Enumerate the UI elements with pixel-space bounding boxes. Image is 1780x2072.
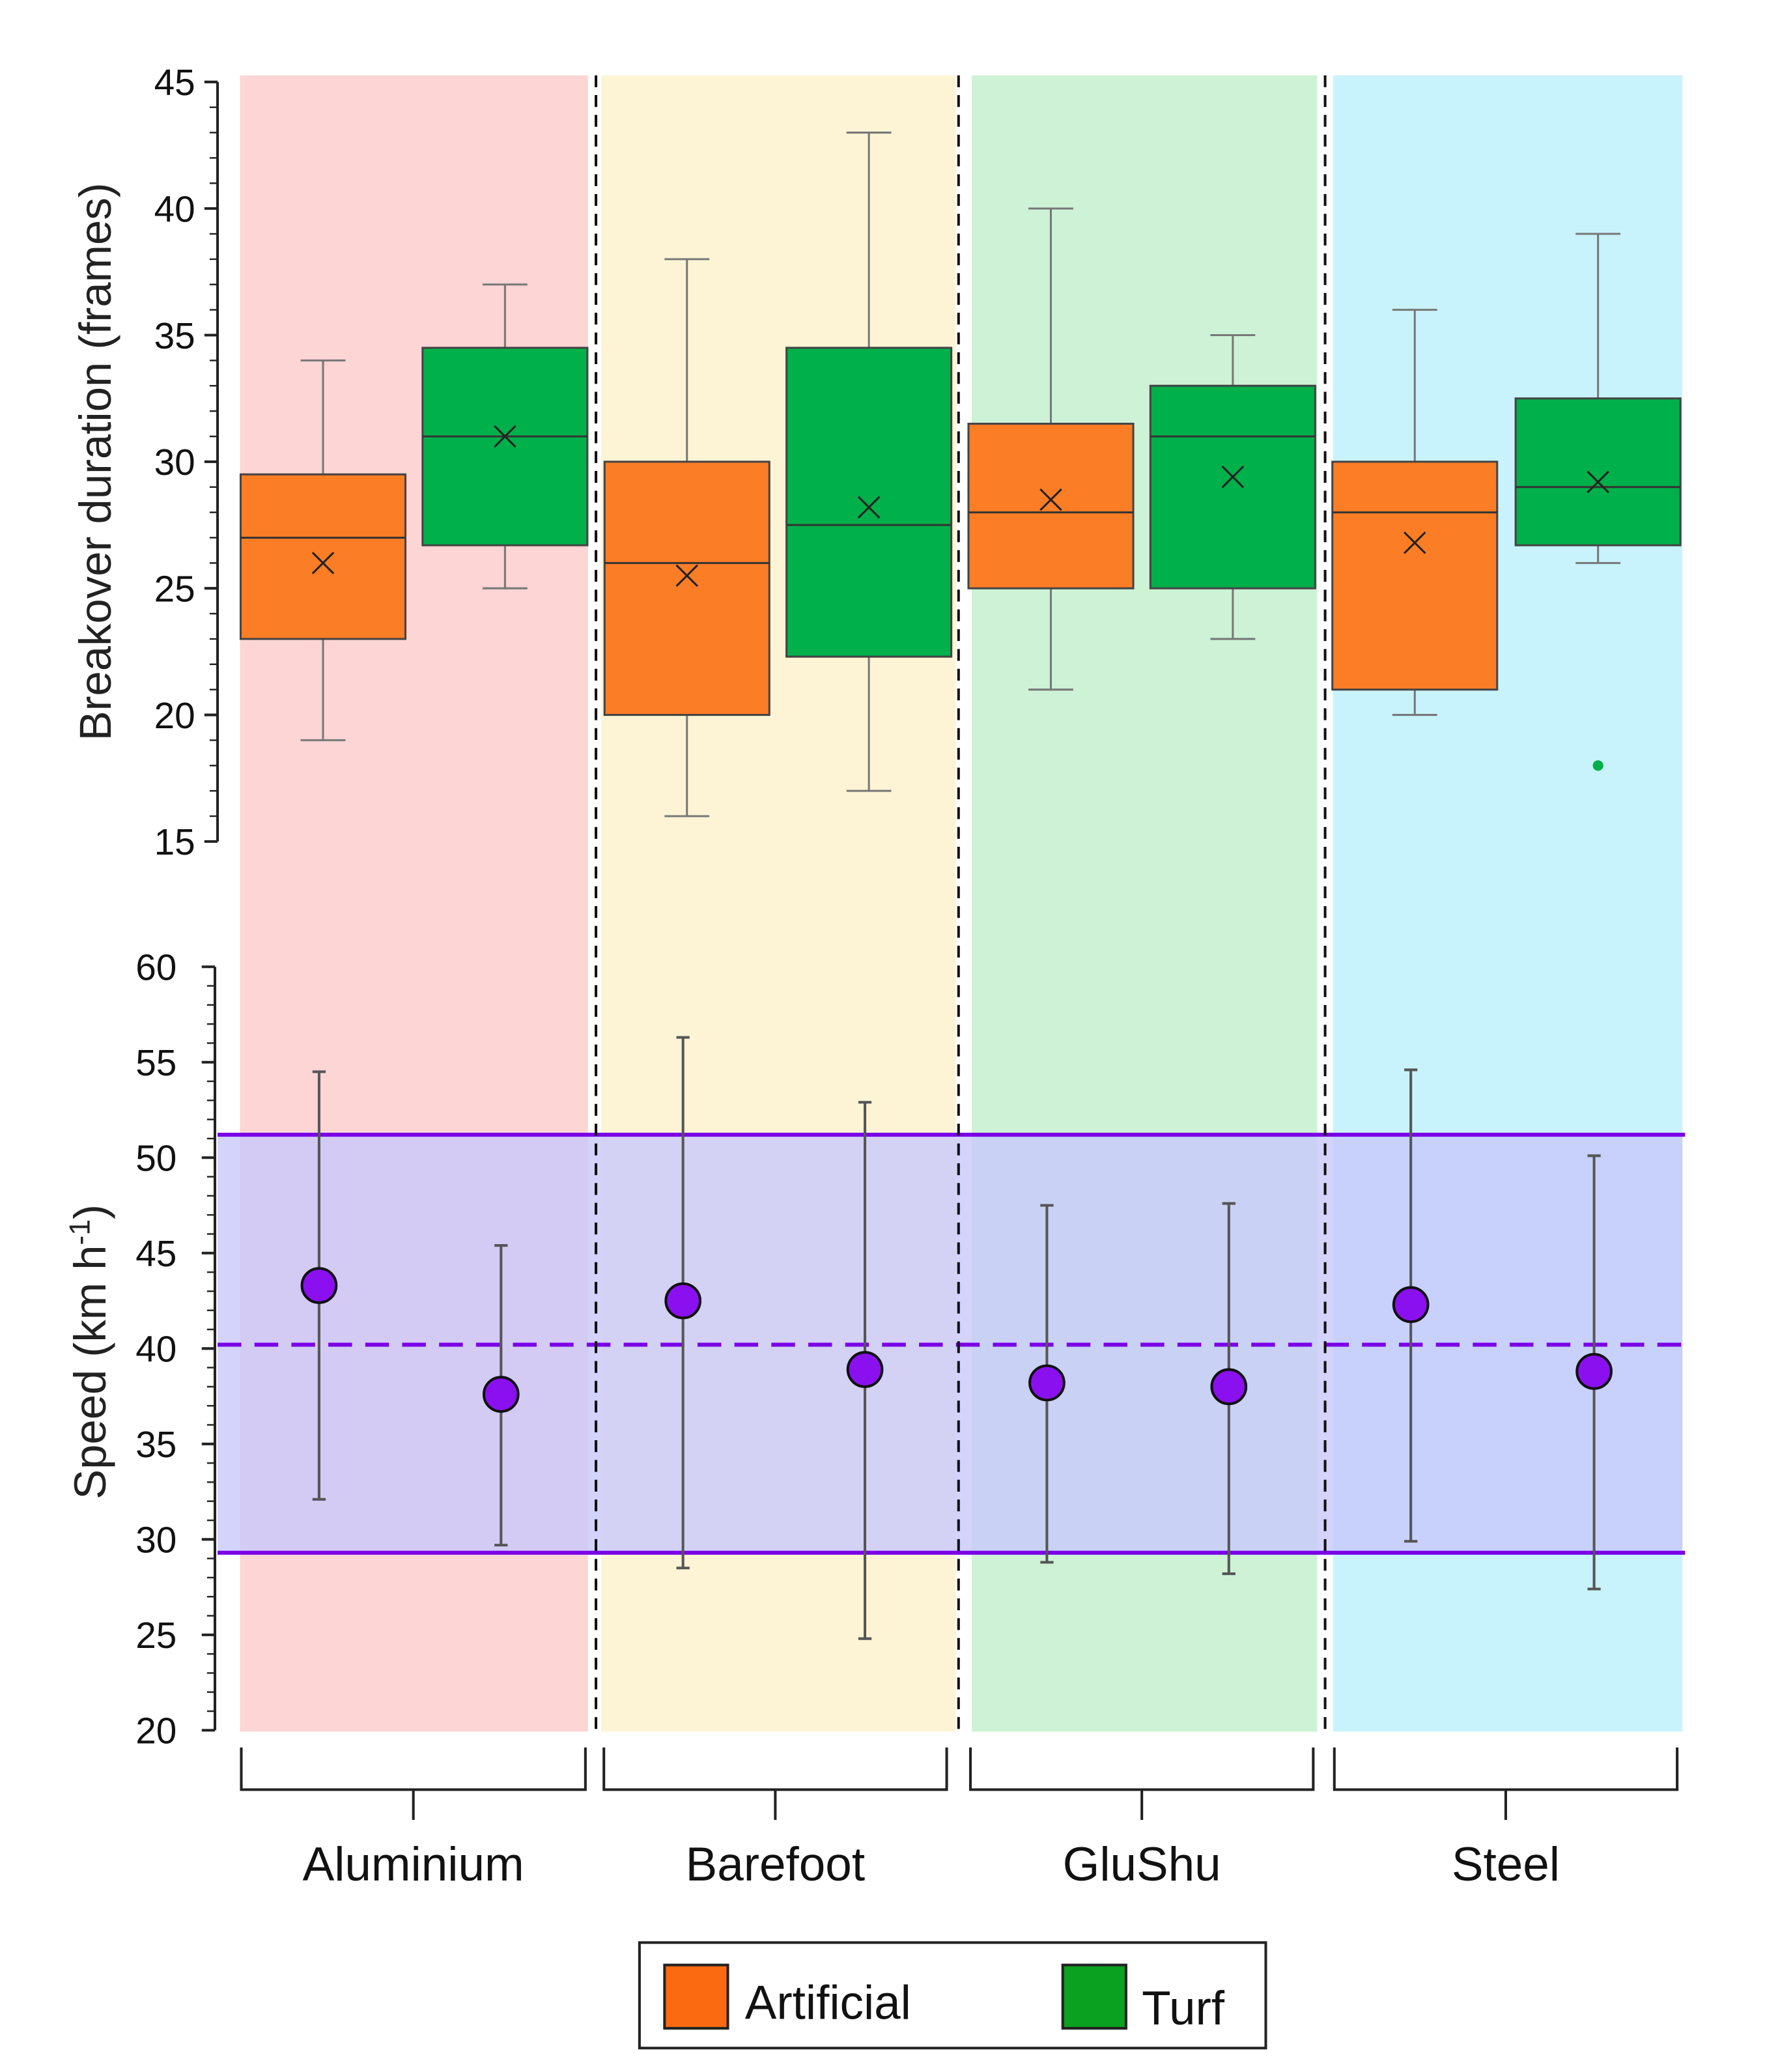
box-barefoot-artificial — [603, 258, 770, 817]
speed-label-end: ) — [65, 1204, 115, 1219]
box-glushu-artificial — [967, 207, 1135, 691]
mean-marker — [664, 1282, 702, 1320]
speed-point-barefoot-artificial — [664, 1036, 702, 1570]
speed-points — [300, 1036, 1613, 1640]
box-mean-marker — [1587, 470, 1609, 494]
top-y-tick-label: 45 — [154, 63, 195, 104]
bottom-y-tick-label: 30 — [135, 1520, 177, 1561]
mean-marker — [846, 1351, 884, 1388]
box-aluminium-turf — [421, 283, 589, 589]
box-mean-marker — [1039, 488, 1062, 511]
bottom-y-tick-label: 55 — [135, 1043, 177, 1084]
box-iqr — [1149, 384, 1316, 589]
box-mean-marker — [1221, 465, 1245, 489]
mean-marker — [482, 1376, 520, 1413]
top-y-tick-label: 20 — [154, 696, 195, 737]
top-y-tick-label: 25 — [154, 569, 195, 610]
bracket-barefoot — [602, 1747, 948, 1821]
speed-label-sup: -1 — [64, 1219, 96, 1245]
bottom-y-tick-label: 60 — [135, 947, 177, 988]
bottom-y-tick-label: 45 — [135, 1234, 177, 1275]
top-y-tick-label: 35 — [154, 316, 195, 357]
box-iqr — [603, 461, 770, 717]
category-brackets: Aluminium Barefoot GluShu Steel — [240, 1747, 1679, 1891]
speed-point-steel-artificial — [1392, 1068, 1430, 1543]
box-aluminium-artificial — [239, 359, 407, 741]
mean-marker — [1210, 1368, 1248, 1406]
legend-label-artificial: Artificial — [745, 1977, 911, 2030]
category-label: Barefoot — [686, 1838, 865, 1891]
category-label: Steel — [1452, 1838, 1560, 1891]
speed-point-aluminium-turf — [482, 1244, 520, 1547]
box-iqr — [785, 347, 953, 658]
bottom-y-axis-label: Speed (km h-1) — [64, 1204, 115, 1499]
top-y-tick-label: 15 — [154, 822, 195, 863]
category-label: Aluminium — [303, 1838, 524, 1891]
mean-marker — [300, 1267, 338, 1304]
category-label: GluShu — [1063, 1838, 1221, 1891]
box-glushu-turf — [1149, 334, 1316, 640]
speed-point-steel-turf — [1575, 1154, 1613, 1591]
box-outlier — [1592, 760, 1603, 771]
bottom-y-tick-label: 35 — [135, 1425, 177, 1466]
box-iqr — [1331, 461, 1499, 691]
mean-marker — [1575, 1353, 1613, 1390]
box-iqr — [1514, 397, 1682, 546]
legend: Artificial Turf — [638, 1941, 1267, 2050]
box-mean-marker — [857, 496, 881, 519]
box-mean-marker — [1403, 531, 1426, 554]
speed-label-main: Speed (km h — [65, 1245, 115, 1499]
legend-frame — [638, 1941, 1267, 2050]
speed-point-aluminium-artificial — [300, 1070, 338, 1501]
bottom-y-tick-label: 20 — [135, 1711, 177, 1752]
box-steel-artificial — [1331, 309, 1499, 717]
bottom-y-tick-label: 40 — [135, 1329, 177, 1370]
box-iqr — [421, 347, 589, 546]
top-y-axis-label: Breakover duration (frames) — [70, 182, 120, 741]
speed-band-fill — [218, 1135, 1683, 1553]
bracket-glushu — [968, 1747, 1315, 1821]
speed-band — [218, 1133, 1686, 1555]
speed-point-glushu-artificial — [1028, 1204, 1066, 1564]
box-mean-marker — [494, 425, 516, 448]
box-plots — [239, 132, 1682, 817]
mean-marker — [1028, 1364, 1066, 1402]
bracket-aluminium — [240, 1747, 587, 1821]
axes: 15 20 25 30 35 40 45 20 25 30 35 40 45 50 55 60 — [135, 63, 219, 1752]
bottom-y-tick-label: 50 — [135, 1138, 177, 1179]
box-barefoot-turf — [785, 132, 953, 792]
mean-marker — [1392, 1286, 1430, 1324]
legend-swatch-artificial — [663, 1963, 729, 2030]
box-mean-marker — [675, 564, 699, 588]
box-mean-marker — [311, 552, 335, 575]
box-steel-turf — [1514, 233, 1682, 771]
bottom-y-tick-label: 25 — [135, 1615, 177, 1656]
legend-swatch-turf — [1061, 1963, 1127, 2030]
speed-point-glushu-turf — [1210, 1202, 1248, 1576]
bracket-steel — [1333, 1747, 1679, 1821]
top-y-tick-label: 30 — [154, 442, 195, 483]
speed-point-barefoot-turf — [846, 1101, 884, 1640]
box-iqr — [967, 423, 1135, 589]
box-iqr — [239, 473, 407, 640]
top-y-tick-label: 40 — [154, 189, 195, 230]
legend-label-turf: Turf — [1142, 1982, 1225, 2035]
